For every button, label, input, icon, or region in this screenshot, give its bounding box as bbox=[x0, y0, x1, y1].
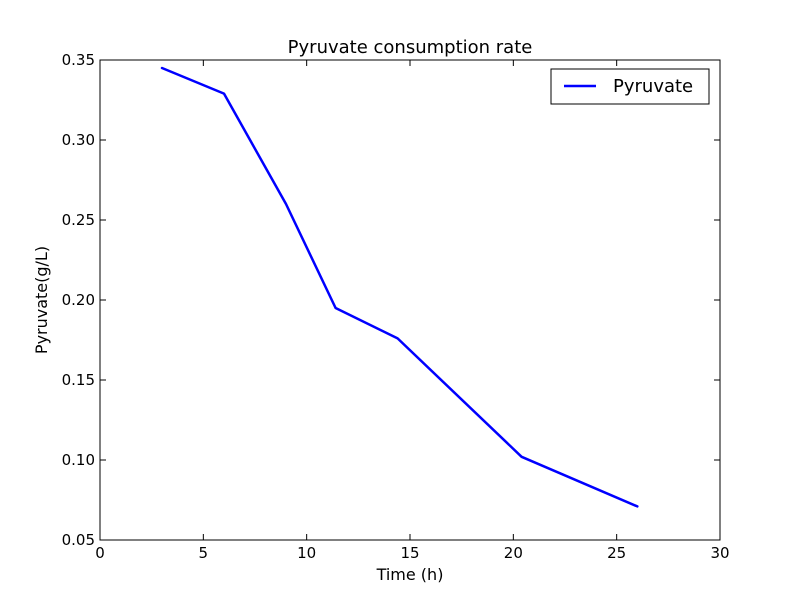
series-layer bbox=[160, 66, 639, 508]
x-axis-label: Time (h) bbox=[376, 565, 444, 584]
y-axis-label: Pyruvate(g/L) bbox=[32, 246, 51, 354]
chart-title: Pyruvate consumption rate bbox=[288, 37, 533, 58]
legend: Pyruvate bbox=[550, 68, 710, 105]
plot-frame bbox=[99, 59, 721, 541]
x-tick-label: 25 bbox=[607, 544, 626, 562]
plot-area bbox=[100, 60, 720, 540]
y-tick-label: 0.15 bbox=[62, 371, 95, 389]
x-tick-label: 15 bbox=[400, 544, 419, 562]
y-tick-label: 0.35 bbox=[62, 51, 95, 69]
y-tick-label: 0.10 bbox=[62, 451, 95, 469]
y-tick-label: 0.25 bbox=[62, 211, 95, 229]
y-tick-label: 0.20 bbox=[62, 291, 95, 309]
legend-label-pyruvate: Pyruvate bbox=[613, 76, 693, 97]
y-tick-label: 0.30 bbox=[62, 131, 95, 149]
y-axis-ticks: 0.05 0.10 0.15 0.20 0.25 0.30 0.35 bbox=[62, 51, 720, 549]
x-tick-label: 10 bbox=[297, 544, 316, 562]
y-tick-label: 0.05 bbox=[62, 531, 95, 549]
x-tick-label: 0 bbox=[95, 544, 105, 562]
x-tick-label: 30 bbox=[710, 544, 729, 562]
x-tick-label: 5 bbox=[199, 544, 209, 562]
x-tick-label: 20 bbox=[504, 544, 523, 562]
